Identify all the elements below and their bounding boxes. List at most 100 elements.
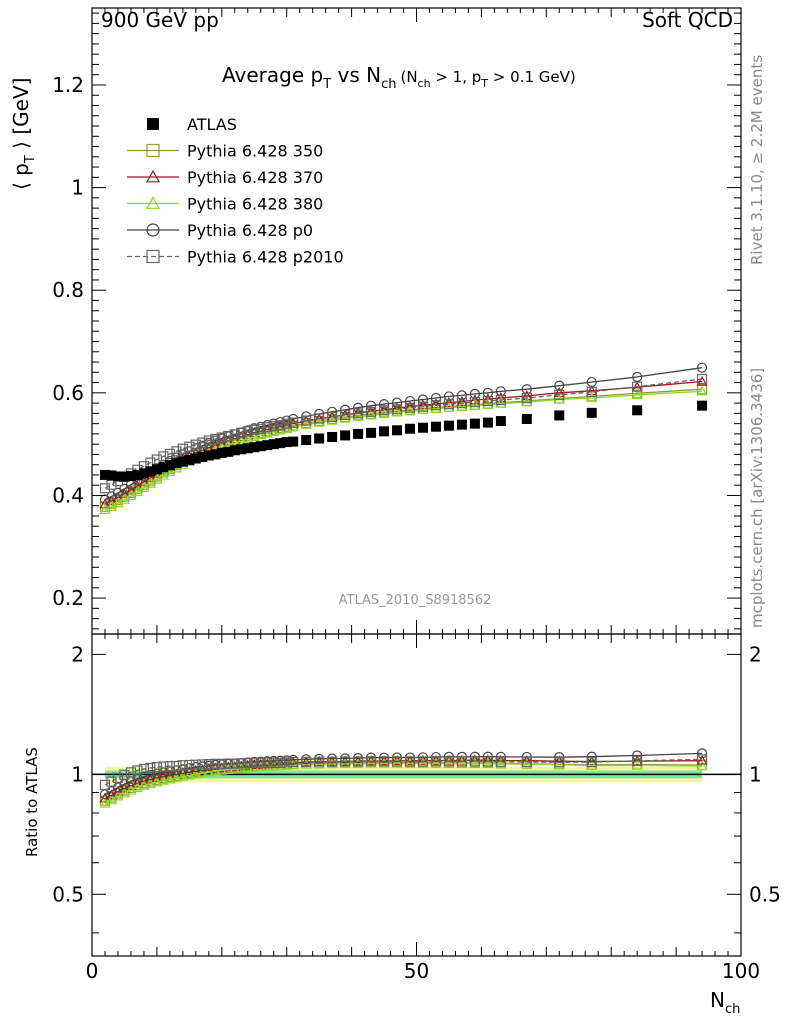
data-point — [554, 757, 565, 768]
data-point — [158, 462, 169, 473]
header-right: Soft QCD — [642, 8, 733, 32]
data-point — [314, 756, 325, 767]
data-point — [443, 420, 454, 431]
data-point — [378, 405, 390, 416]
data-point — [177, 443, 188, 454]
data-point — [197, 437, 208, 448]
data-point — [138, 763, 150, 775]
data-point — [586, 757, 597, 768]
data-point — [132, 773, 143, 784]
data-point — [430, 756, 442, 767]
data-point — [495, 392, 507, 403]
data-point — [404, 402, 416, 413]
legend-label: Pythia 6.428 370 — [187, 168, 323, 187]
data-point — [521, 392, 532, 404]
data-point — [132, 469, 143, 480]
data-point — [301, 415, 312, 426]
data-point — [417, 757, 429, 768]
data-point — [190, 453, 201, 464]
data-point — [352, 756, 364, 767]
series-line — [104, 367, 703, 501]
data-point — [404, 400, 416, 411]
data-point — [495, 416, 506, 427]
data-point — [99, 779, 111, 790]
data-point — [469, 388, 481, 399]
data-point — [417, 404, 429, 414]
data-point — [482, 417, 493, 428]
data-point — [586, 376, 597, 388]
data-point — [632, 750, 643, 761]
data-point — [430, 392, 442, 404]
data-point — [236, 758, 247, 769]
data-point — [404, 405, 416, 416]
data-point — [209, 765, 221, 776]
legend-label: Pythia 6.428 380 — [187, 195, 323, 214]
title-main-sub: T — [322, 77, 331, 92]
data-point — [242, 443, 253, 454]
data-point — [281, 757, 292, 768]
title-cuts-end: > 0.1 GeV) — [488, 68, 576, 86]
data-point — [138, 779, 150, 790]
data-point — [469, 396, 481, 408]
data-point — [443, 396, 455, 407]
data-point — [255, 423, 266, 434]
data-point — [313, 416, 325, 427]
data-point — [469, 756, 481, 767]
x-tick-label: 0 — [86, 959, 99, 983]
data-point — [275, 420, 286, 431]
data-point — [378, 756, 390, 767]
data-point — [184, 759, 195, 771]
data-point — [696, 760, 708, 771]
data-point — [203, 766, 215, 777]
data-point — [339, 412, 351, 423]
data-point — [164, 460, 175, 471]
data-point — [365, 409, 377, 420]
data-point — [132, 765, 143, 776]
data-point — [268, 421, 279, 432]
data-point — [106, 470, 117, 481]
data-point — [223, 758, 234, 769]
data-point — [404, 395, 416, 407]
data-point — [456, 419, 467, 430]
data-point — [145, 466, 156, 477]
ratio-ylabel: Ratio to ATLAS — [23, 747, 41, 857]
data-point — [112, 772, 124, 784]
data-point — [216, 764, 228, 775]
data-point — [222, 764, 234, 774]
data-point — [326, 414, 338, 425]
data-point — [164, 773, 176, 784]
data-point — [352, 408, 364, 419]
data-point — [456, 757, 468, 768]
data-point — [365, 406, 377, 417]
data-point — [632, 388, 643, 399]
data-point — [216, 447, 227, 458]
legend-label: Pythia 6.428 p0 — [187, 221, 313, 240]
data-point — [405, 423, 416, 434]
data-point — [353, 428, 364, 439]
data-point — [313, 758, 325, 769]
data-point — [300, 758, 312, 769]
data-point — [157, 774, 169, 785]
data-point — [495, 758, 507, 769]
data-point — [366, 427, 377, 438]
x-tick-label: 50 — [404, 959, 429, 983]
title-cuts-sub1: ch — [418, 77, 431, 90]
data-point — [158, 767, 169, 778]
data-point — [339, 757, 351, 768]
data-point — [553, 759, 565, 770]
data-point — [190, 439, 201, 450]
data-point — [443, 401, 455, 412]
data-point — [164, 448, 175, 459]
data-point — [365, 756, 377, 767]
data-point — [632, 755, 643, 766]
data-point — [249, 757, 260, 768]
data-point — [378, 399, 390, 410]
data-point — [352, 755, 364, 766]
data-point — [696, 754, 708, 765]
data-point — [242, 433, 254, 444]
data-point — [145, 770, 156, 781]
ratio-tick-label-right: 2 — [749, 642, 762, 666]
data-point — [443, 757, 455, 768]
data-point — [482, 398, 494, 409]
data-point — [469, 418, 480, 429]
